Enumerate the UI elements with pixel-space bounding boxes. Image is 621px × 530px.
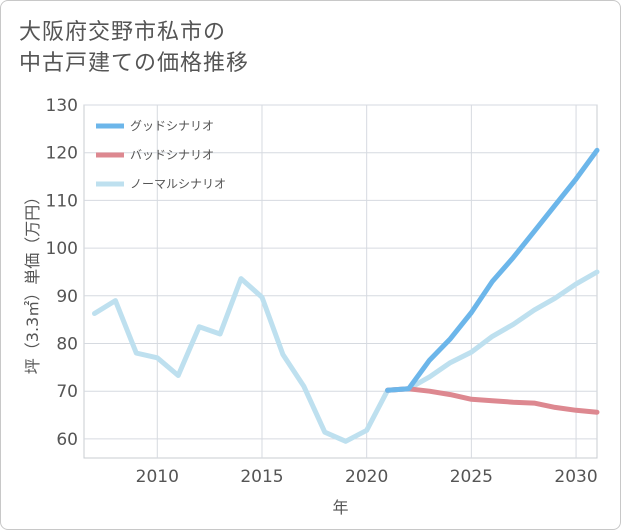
x-tick-label: 2010 [136, 467, 179, 487]
y-tick-label: 60 [56, 430, 78, 450]
chart-title: 大阪府交野市私市の 中古戸建ての価格推移 [19, 17, 249, 79]
series-line-2 [92, 269, 600, 444]
x-tick-label: 2025 [450, 467, 493, 487]
y-tick-label: 100 [46, 239, 78, 259]
legend-label: バッドシナリオ [130, 148, 214, 162]
x-axis-ticks: 2010 2015 2020 2025 2030 [136, 467, 598, 487]
y-tick-label: 80 [56, 335, 78, 355]
legend-label: グッドシナリオ [130, 119, 214, 133]
y-tick-label: 130 [46, 96, 78, 116]
y-tick-label: 110 [46, 191, 78, 211]
y-tick-label: 70 [56, 382, 78, 402]
x-tick-label: 2015 [240, 467, 283, 487]
x-axis-label: 年 [332, 498, 348, 517]
y-axis-label: 坪（3.3㎡）単価（万円） [23, 189, 42, 374]
x-tick-label: 2030 [554, 467, 597, 487]
legend-label: ノーマルシナリオ [130, 177, 226, 191]
chart-title-line2: 中古戸建ての価格推移 [19, 51, 250, 76]
y-tick-label: 90 [56, 287, 78, 307]
series-line-1 [385, 386, 600, 415]
series-lines [92, 147, 600, 444]
x-tick-label: 2020 [345, 467, 388, 487]
grid-lines [83, 104, 598, 459]
series-line-0 [385, 147, 600, 393]
y-tick-label: 120 [46, 144, 78, 164]
chart-title-line1: 大阪府交野市私市の [19, 20, 227, 45]
y-axis-ticks: 60 70 80 90 100 110 120 130 [46, 96, 78, 450]
